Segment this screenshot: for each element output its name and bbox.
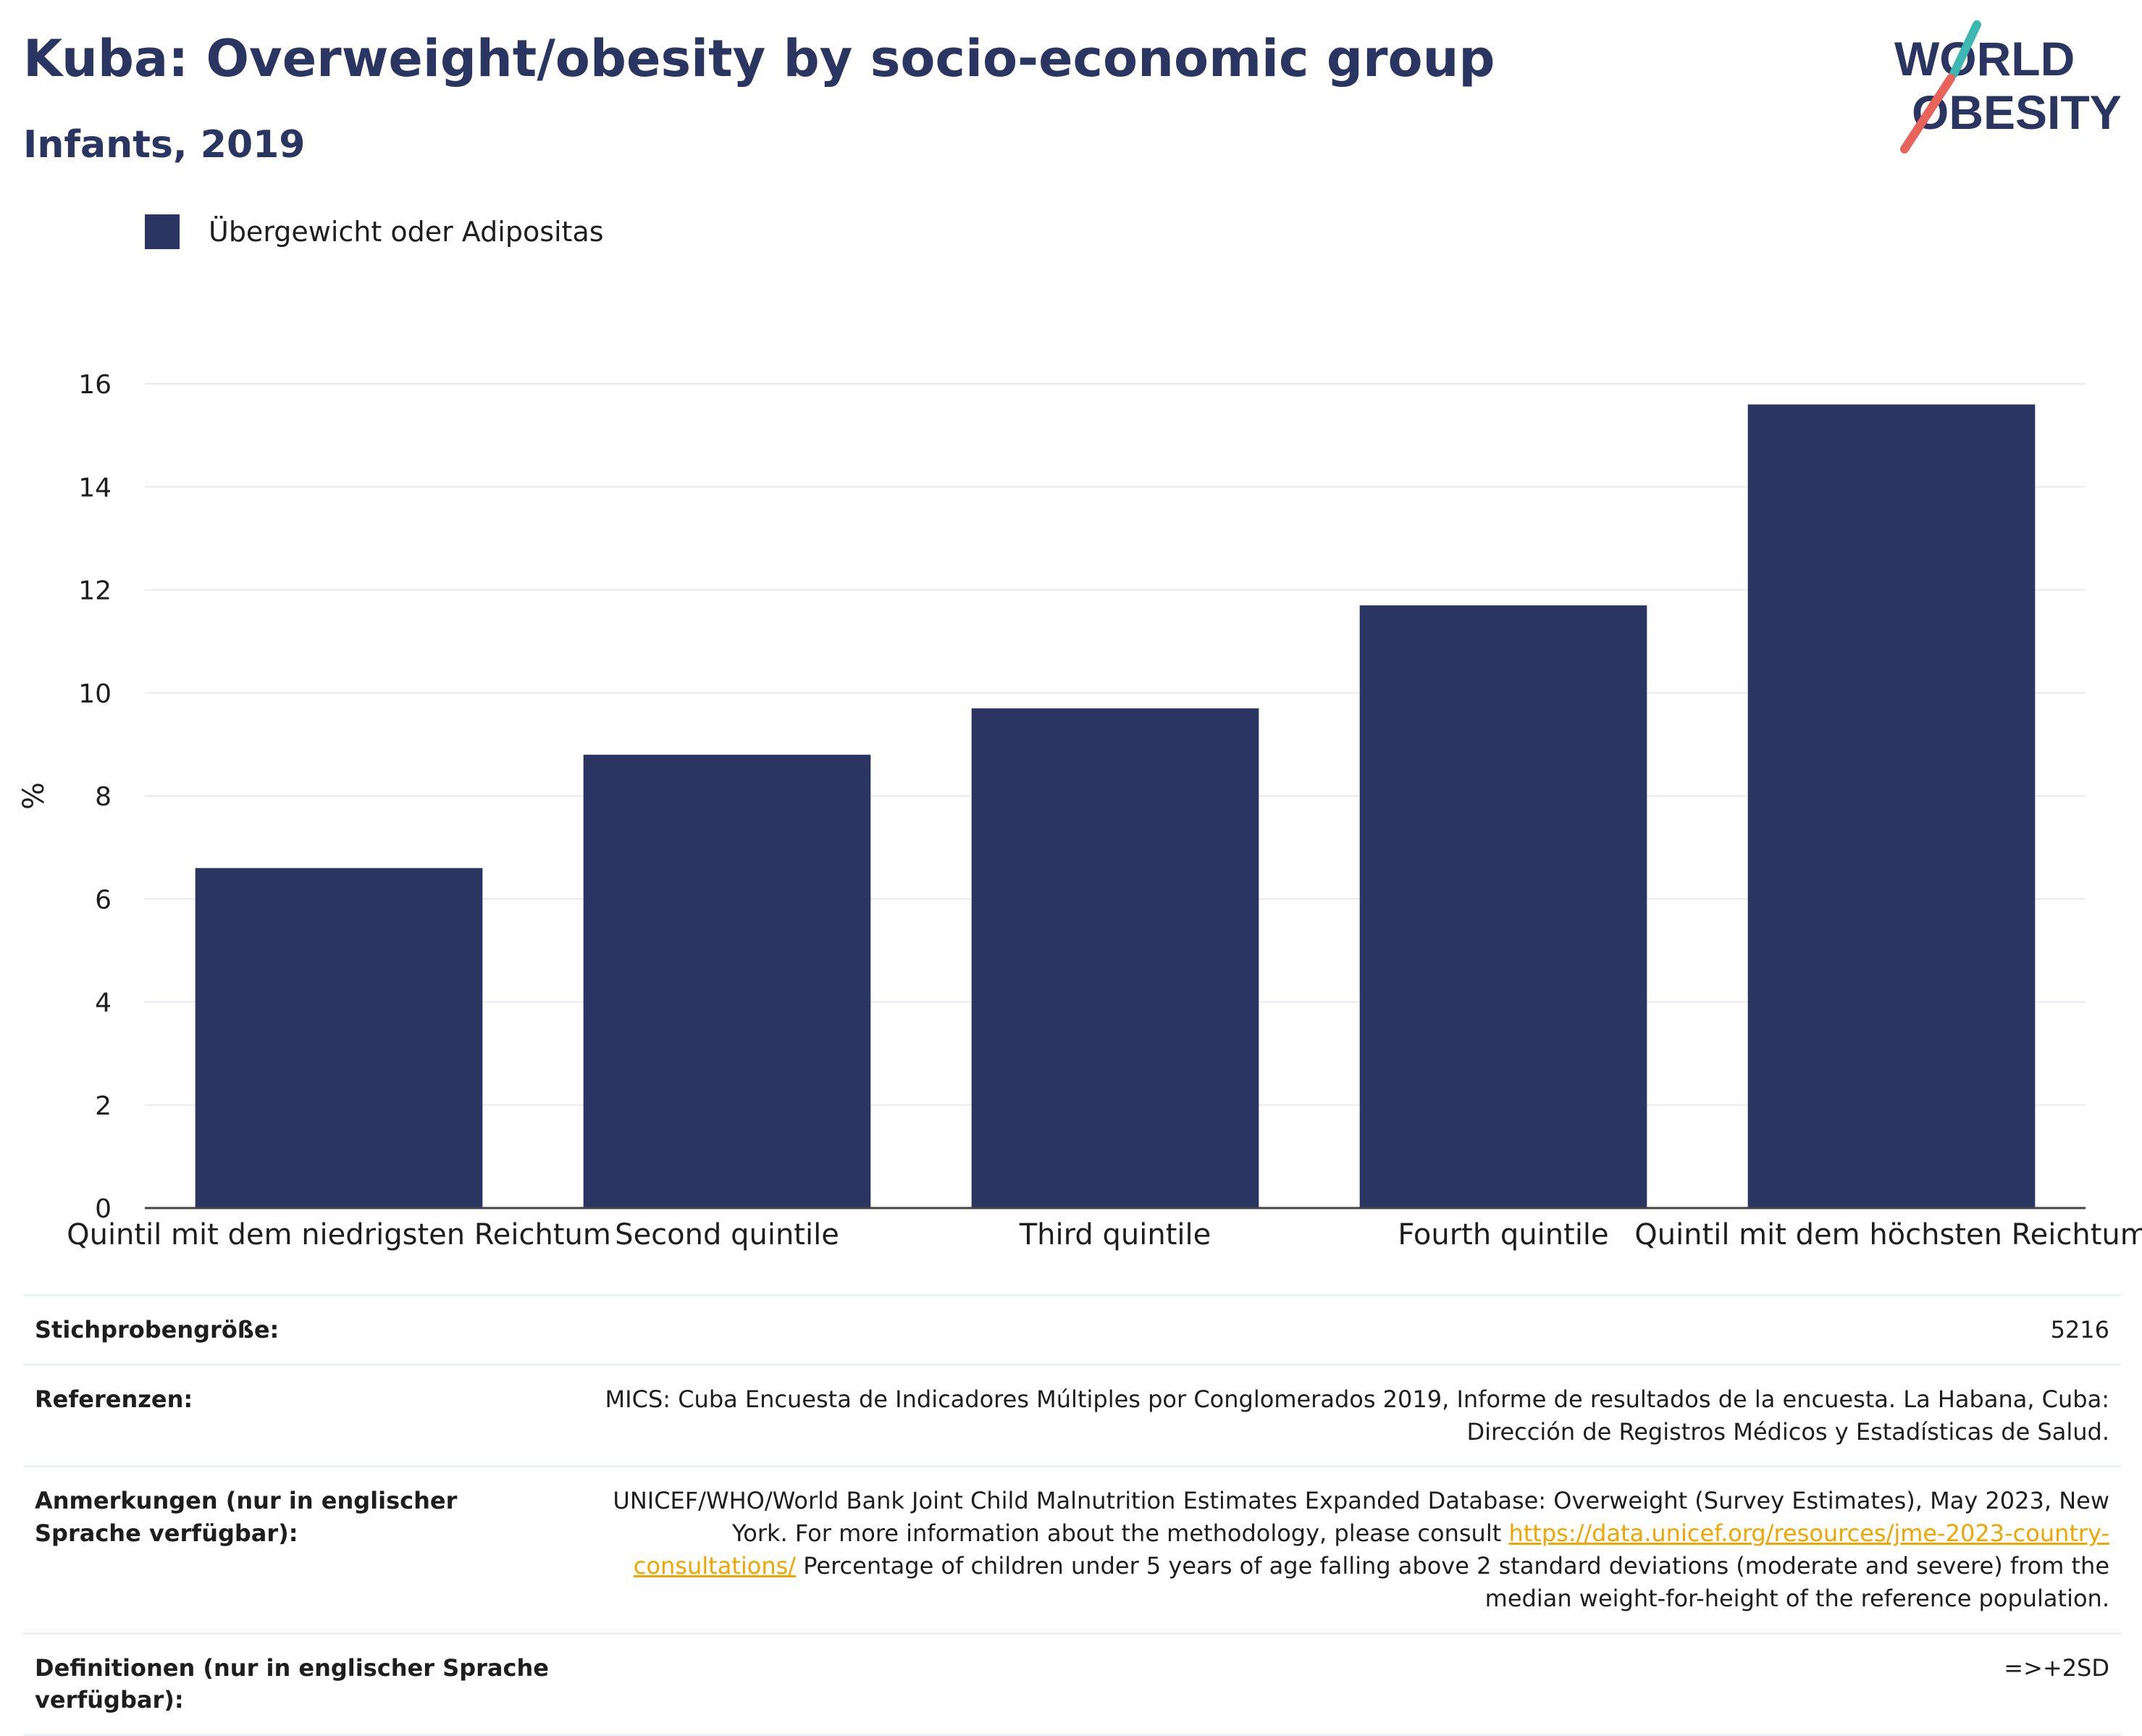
notes-label: Anmerkungen (nur in englischer Sprache v… bbox=[23, 1465, 582, 1634]
x-tick-label: Third quintile bbox=[1019, 1218, 1211, 1251]
sample-size-value: 5216 bbox=[582, 1294, 2121, 1365]
world-obesity-logo: WORLD OBESITY bbox=[1894, 20, 2122, 154]
x-tick-label: Second quintile bbox=[615, 1218, 839, 1251]
svg-text:OBESITY: OBESITY bbox=[1912, 85, 2122, 139]
notes-value: UNICEF/WHO/World Bank Joint Child Malnut… bbox=[582, 1465, 2121, 1634]
y-tick-label: 6 bbox=[95, 885, 112, 915]
y-tick-label: 8 bbox=[95, 782, 112, 812]
bar bbox=[195, 868, 483, 1208]
definitions-value: =>+2SD bbox=[582, 1632, 2121, 1736]
info-row-references: Referenzen: MICS: Cuba Encuesta de Indic… bbox=[23, 1363, 2121, 1467]
info-row-notes: Anmerkungen (nur in englischer Sprache v… bbox=[23, 1465, 2121, 1634]
x-tick-label: Fourth quintile bbox=[1398, 1218, 1608, 1251]
sample-size-label: Stichprobengröße: bbox=[23, 1294, 582, 1365]
info-table: Stichprobengröße: 5216 Referenzen: MICS:… bbox=[23, 1294, 2121, 1736]
definitions-label: Definitionen (nur in englischer Sprache … bbox=[23, 1632, 582, 1736]
bar-chart: 0 2 4 6 8 10 12 14 16 Quintil mit dem niedrigsten… bbox=[17, 370, 2142, 1251]
legend-swatch bbox=[145, 214, 180, 249]
references-value: MICS: Cuba Encuesta de Indicadores Múlti… bbox=[582, 1363, 2121, 1467]
notes-text: UNICEF/WHO/World Bank Joint Child Malnut… bbox=[613, 1487, 2109, 1548]
chart-subtitle: Infants, 2019 bbox=[23, 123, 306, 167]
legend: Übergewicht oder Adipositas bbox=[145, 214, 604, 249]
y-tick-label: 10 bbox=[78, 679, 112, 709]
chart-title: Kuba: Overweight/obesity by socio-econom… bbox=[23, 29, 1495, 88]
notes-text-2: Percentage of children under 5 years of … bbox=[796, 1551, 2109, 1612]
logo-slash-teal bbox=[1949, 20, 1981, 78]
info-row-sample-size: Stichprobengröße: 5216 bbox=[23, 1294, 2121, 1365]
y-tick-label: 14 bbox=[78, 473, 112, 503]
y-tick-label: 12 bbox=[78, 576, 112, 606]
y-tick-label: 2 bbox=[95, 1091, 112, 1121]
x-tick-label: Quintil mit dem höchsten Reichtum bbox=[1634, 1218, 2142, 1251]
info-row-definitions: Definitionen (nur in englischer Sprache … bbox=[23, 1632, 2121, 1736]
logo-slash-red bbox=[1900, 74, 1955, 154]
references-label: Referenzen: bbox=[23, 1363, 582, 1467]
x-tick-label: Quintil mit dem niedrigsten Reichtum bbox=[67, 1218, 611, 1251]
bar bbox=[1359, 605, 1647, 1208]
y-axis-label: % bbox=[17, 782, 51, 810]
svg-text:WORLD: WORLD bbox=[1894, 32, 2075, 85]
methodology-link[interactable]: https://data.unicef.org/resources/jme-20… bbox=[633, 1519, 2109, 1580]
y-tick-label: 16 bbox=[78, 370, 112, 400]
y-tick-label: 4 bbox=[95, 989, 112, 1018]
bar bbox=[971, 708, 1259, 1208]
bar bbox=[583, 755, 871, 1208]
y-tick-label: 0 bbox=[95, 1194, 112, 1224]
legend-label: Übergewicht oder Adipositas bbox=[209, 216, 604, 248]
bar bbox=[1747, 404, 2036, 1209]
